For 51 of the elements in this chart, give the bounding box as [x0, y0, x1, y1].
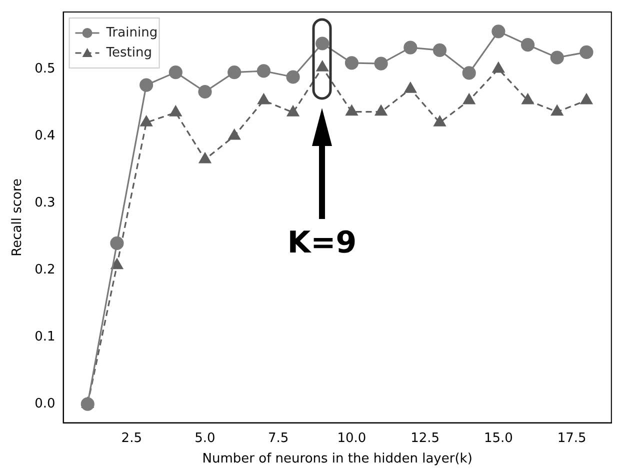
- point: [404, 40, 418, 54]
- point: [580, 94, 592, 104]
- point: [256, 64, 270, 78]
- point: [492, 24, 506, 38]
- x-tick-label: 7.5: [268, 430, 289, 446]
- x-tick-label: 5.0: [194, 430, 216, 446]
- point: [492, 62, 504, 73]
- point: [316, 60, 328, 72]
- point: [522, 94, 534, 104]
- point: [140, 78, 154, 92]
- y-tick-label: 0.2: [34, 262, 56, 278]
- point: [316, 36, 330, 50]
- x-tick-label: 17.5: [557, 430, 586, 446]
- point: [228, 129, 240, 140]
- y-axis-title: Recall score: [10, 178, 26, 256]
- annotation: K=9: [287, 226, 357, 260]
- point: [550, 50, 564, 64]
- legend-label: Training: [105, 25, 158, 40]
- point: [434, 116, 446, 126]
- point: [199, 152, 211, 164]
- x-tick-label: 10.0: [337, 430, 366, 446]
- point: [110, 258, 123, 270]
- point: [432, 43, 447, 57]
- point: [462, 66, 476, 80]
- point: [258, 94, 270, 104]
- point: [520, 38, 535, 52]
- y-tick-label: 0.5: [34, 61, 56, 76]
- point: [344, 56, 359, 70]
- point: [286, 70, 300, 84]
- y-tick-label: 0.4: [34, 128, 56, 144]
- x-axis-title: Number of neurons in the hidden layer(k): [202, 452, 472, 467]
- point: [375, 105, 388, 116]
- y-tick-label: 0.3: [34, 195, 56, 210]
- point: [228, 66, 242, 80]
- y-tick-label: 0.1: [34, 329, 56, 344]
- legend-label: Testing: [105, 45, 152, 60]
- point: [198, 84, 212, 99]
- x-tick-label: 2.5: [121, 430, 142, 446]
- y-tick-label: 0.0: [34, 396, 56, 412]
- point: [463, 94, 476, 104]
- point: [580, 45, 594, 60]
- x-tick-label: 12.5: [410, 430, 440, 446]
- x-tick-label: 15.0: [484, 430, 513, 446]
- point: [374, 56, 388, 70]
- point: [404, 82, 416, 93]
- point: [346, 105, 358, 116]
- point: [287, 106, 300, 116]
- point: [168, 66, 182, 80]
- point: [170, 106, 182, 116]
- point: [140, 116, 152, 126]
- point: [551, 105, 564, 116]
